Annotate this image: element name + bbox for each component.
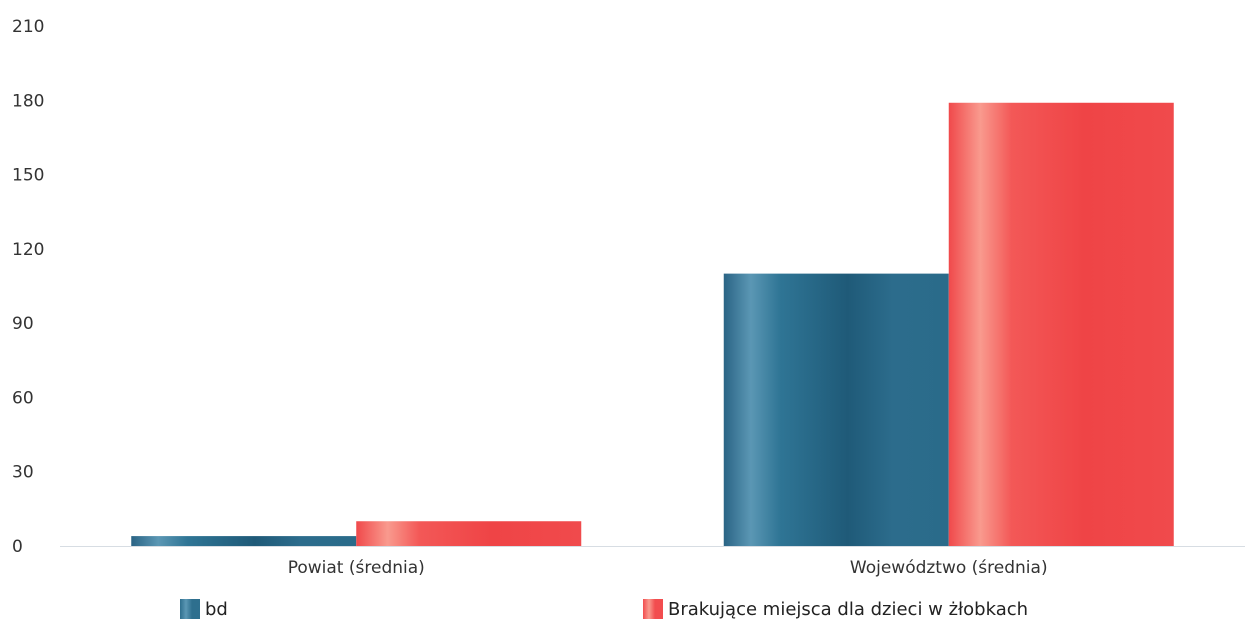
y-tick-label: 60 [12,388,34,408]
y-tick-label: 0 [12,537,23,557]
y-tick-label: 30 [12,463,34,483]
bar-bd-0 [131,536,357,546]
y-axis-ticks: 0 30 60 90 120 150 180 210 [12,17,44,557]
legend-item-bd: bd [180,596,228,622]
bar-brakujace-miejsca-1 [948,102,1174,546]
y-tick-label: 150 [12,166,44,186]
x-category-label: Powiat (średnia) [288,558,425,578]
x-axis-labels: Powiat (średnia) Województwo (średnia) [288,558,1048,578]
y-tick-label: 210 [12,17,44,37]
legend-label: Brakujące miejsca dla dzieci w żłobkach [668,598,1029,620]
legend-swatch-red [643,599,663,619]
x-category-label: Województwo (średnia) [850,558,1048,578]
y-tick-label: 120 [12,240,44,260]
y-tick-label: 180 [12,91,44,111]
bar-brakujace-miejsca-0 [356,521,582,546]
legend-label: bd [205,598,228,620]
y-tick-label: 90 [12,314,34,334]
bars [131,102,1174,546]
legend-swatch-blue [180,599,200,619]
legend-item-brakujace-miejsca: Brakujące miejsca dla dzieci w żłobkach [643,596,1028,622]
bar-bd-1 [723,273,949,546]
